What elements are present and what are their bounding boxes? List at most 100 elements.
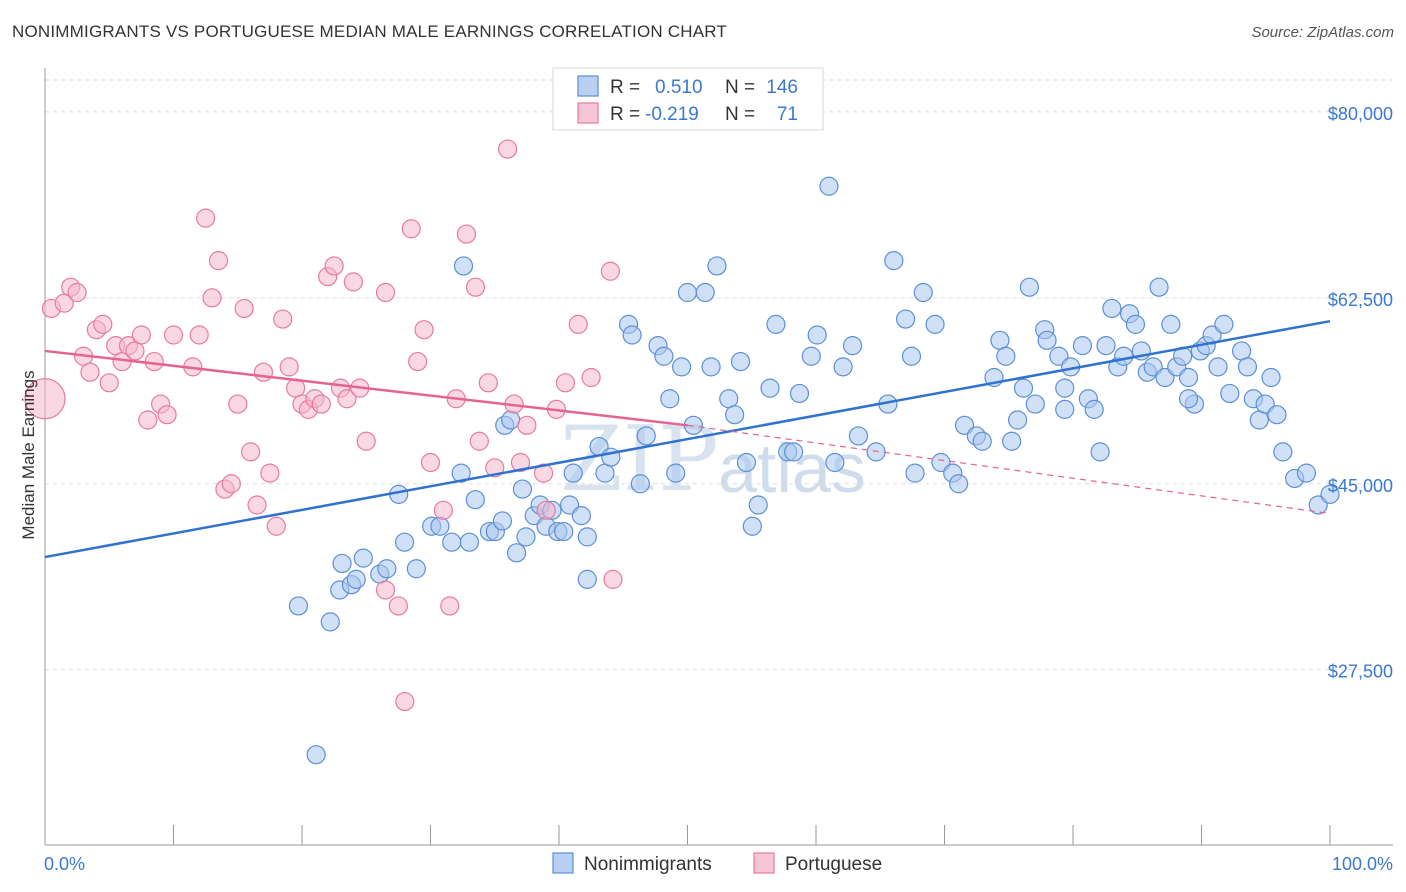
data-point-nonimmigrants <box>905 463 925 483</box>
data-point-portuguese <box>456 224 477 244</box>
data-point-nonimmigrants <box>1025 394 1045 414</box>
bottom-legend-swatch-blue <box>552 852 574 874</box>
bottom-legend-nonimmigrants: Nonimmigrants <box>584 854 712 875</box>
data-point-portuguese <box>498 139 518 159</box>
data-point-nonimmigrants <box>895 309 916 329</box>
data-point-nonimmigrants <box>884 251 904 271</box>
data-point-nonimmigrants <box>996 346 1016 366</box>
data-point-portuguese <box>388 596 408 616</box>
data-point-nonimmigrants <box>972 431 992 451</box>
series-legend: Nonimmigrants Portuguese <box>552 852 882 875</box>
data-point-nonimmigrants <box>453 256 474 276</box>
data-point-nonimmigrants <box>320 612 340 632</box>
data-point-nonimmigrants <box>1296 463 1317 483</box>
data-point-nonimmigrants <box>563 463 583 483</box>
data-point-nonimmigrants <box>901 346 922 366</box>
data-point-nonimmigrants <box>406 559 426 579</box>
data-point-portuguese <box>241 442 261 462</box>
data-point-portuguese <box>343 272 363 292</box>
data-point-portuguese <box>67 282 87 303</box>
data-point-nonimmigrants <box>636 426 656 446</box>
data-point-portuguese <box>478 373 498 393</box>
legend-n-value-1: 146 <box>766 77 798 98</box>
data-point-portuguese <box>125 341 145 361</box>
data-point-nonimmigrants <box>465 490 485 510</box>
data-point-portuguese <box>279 357 299 377</box>
data-point-nonimmigrants <box>730 351 751 372</box>
data-point-portuguese <box>375 282 396 303</box>
data-point-nonimmigrants <box>825 452 845 473</box>
data-point-nonimmigrants <box>695 282 715 303</box>
data-point-nonimmigrants <box>1096 336 1116 356</box>
data-point-nonimmigrants <box>554 521 574 542</box>
legend-r-value-2: -0.219 <box>645 104 699 125</box>
data-point-nonimmigrants <box>677 282 698 303</box>
legend-swatch-blue <box>577 75 599 97</box>
data-point-nonimmigrants <box>1178 367 1199 388</box>
data-point-portuguese <box>138 410 158 430</box>
data-point-nonimmigrants <box>1267 405 1287 425</box>
data-point-portuguese <box>80 362 100 382</box>
data-point-nonimmigrants <box>707 256 727 276</box>
data-point-nonimmigrants <box>512 479 533 499</box>
data-point-nonimmigrants <box>990 330 1010 350</box>
data-point-nonimmigrants <box>492 511 513 531</box>
data-point-nonimmigrants <box>719 389 739 409</box>
data-point-nonimmigrants <box>1090 442 1110 462</box>
data-point-portuguese <box>273 309 293 329</box>
data-point-portuguese <box>247 495 267 515</box>
y-tick-label: $45,000 <box>1328 476 1393 496</box>
data-point-portuguese <box>568 314 588 334</box>
data-point-portuguese <box>555 373 576 393</box>
data-point-portuguese <box>517 415 537 435</box>
trend-line-portuguese <box>44 349 688 427</box>
data-point-nonimmigrants <box>1220 383 1240 404</box>
x-tick-min: 0.0% <box>44 854 85 874</box>
data-point-portuguese <box>234 298 254 319</box>
data-point-nonimmigrants <box>459 532 480 552</box>
data-point-portuguese <box>202 288 222 308</box>
data-point-nonimmigrants <box>1019 277 1039 297</box>
data-point-nonimmigrants <box>784 442 804 462</box>
data-point-portuguese <box>465 277 486 297</box>
data-point-nonimmigrants <box>622 325 642 345</box>
data-point-portuguese <box>208 251 229 271</box>
data-point-portuguese <box>131 325 151 345</box>
data-point-nonimmigrants <box>571 506 591 526</box>
data-point-nonimmigrants <box>1237 357 1258 377</box>
data-point-nonimmigrants <box>1161 314 1181 334</box>
data-point-nonimmigrants <box>1178 389 1199 409</box>
data-point-nonimmigrants <box>1007 410 1028 430</box>
data-point-nonimmigrants <box>654 346 674 366</box>
x-tick-max: 100.0% <box>1332 854 1393 874</box>
data-point-portuguese <box>414 320 434 340</box>
data-point-nonimmigrants <box>394 532 415 552</box>
data-point-nonimmigrants <box>725 405 745 425</box>
data-point-nonimmigrants <box>1231 341 1252 361</box>
data-point-nonimmigrants <box>595 463 615 483</box>
data-point-nonimmigrants <box>819 176 839 196</box>
data-point-portuguese <box>356 431 376 451</box>
data-point-portuguese <box>533 463 554 483</box>
data-point-portuguese <box>420 452 441 473</box>
data-point-nonimmigrants <box>742 516 762 536</box>
data-point-portuguese <box>93 314 113 334</box>
data-point-nonimmigrants <box>866 442 886 462</box>
data-point-nonimmigrants <box>672 357 692 377</box>
data-point-portuguese <box>375 580 396 600</box>
data-point-nonimmigrants <box>1114 346 1134 366</box>
data-point-nonimmigrants <box>913 282 933 303</box>
data-point-nonimmigrants <box>807 325 827 345</box>
data-point-nonimmigrants <box>1013 378 1034 398</box>
data-point-portuguese <box>337 389 357 409</box>
data-point-portuguese <box>260 463 280 483</box>
data-point-portuguese <box>536 500 556 520</box>
data-point-nonimmigrants <box>1084 399 1104 419</box>
data-point-nonimmigrants <box>801 346 821 366</box>
legend-r-value-1: 0.510 <box>655 77 703 98</box>
series-nonimmigrants-points <box>288 176 1340 765</box>
data-point-nonimmigrants <box>1072 336 1093 356</box>
data-point-nonimmigrants <box>1214 314 1234 334</box>
data-point-nonimmigrants <box>306 745 326 765</box>
bottom-legend-portuguese: Portuguese <box>785 854 882 875</box>
